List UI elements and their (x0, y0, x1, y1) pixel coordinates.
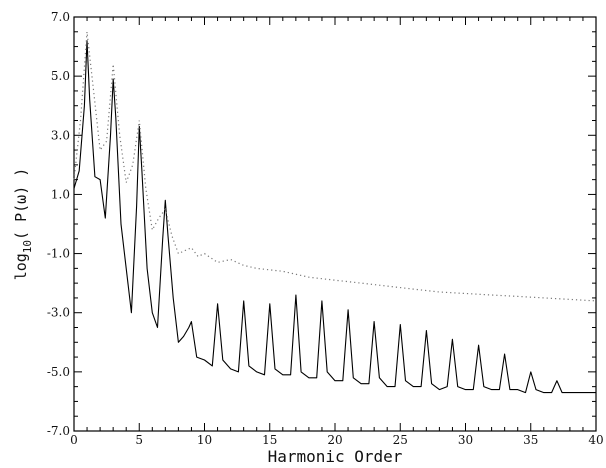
x-tick-label: 30 (458, 433, 473, 447)
x-tick-label: 15 (262, 433, 277, 447)
x-tick-label: 5 (135, 433, 143, 447)
y-axis-label: log10( P(ω) ) (12, 168, 34, 281)
y-tick-label: -5.0 (47, 365, 70, 379)
y-tick-label: 1.0 (51, 187, 70, 201)
y-tick-label: 3.0 (51, 128, 70, 142)
y-tick-label: -1.0 (47, 247, 70, 261)
y-tick-label: 7.0 (51, 10, 70, 24)
y-tick-label: -3.0 (47, 306, 70, 320)
y-axis-label-prefix: log (12, 253, 30, 280)
plot-frame (73, 16, 597, 432)
y-axis-label-suffix: ( P(ω) ) (12, 168, 30, 240)
axis-tick-labels: 0 5 10 15 20 25 30 35 40 7.0 5.0 3.0 1.0 -1.0 -3.0 -5.0… (47, 10, 604, 447)
x-axis-label: Harmonic Order (268, 447, 403, 466)
axis-ticks (73, 16, 597, 432)
x-tick-label: 0 (70, 433, 78, 447)
series-line-2 (73, 31, 597, 302)
x-tick-label: 40 (588, 433, 603, 447)
x-tick-label: 10 (197, 433, 212, 447)
y-tick-label: -7.0 (47, 424, 70, 438)
series-line-1 (73, 40, 596, 394)
x-tick-label: 25 (393, 433, 408, 447)
series-layer (73, 31, 597, 394)
y-axis-label-subscript: 10 (21, 240, 34, 253)
x-tick-label: 35 (523, 433, 538, 447)
y-tick-label: 5.0 (51, 69, 70, 83)
x-tick-label: 20 (327, 433, 342, 447)
